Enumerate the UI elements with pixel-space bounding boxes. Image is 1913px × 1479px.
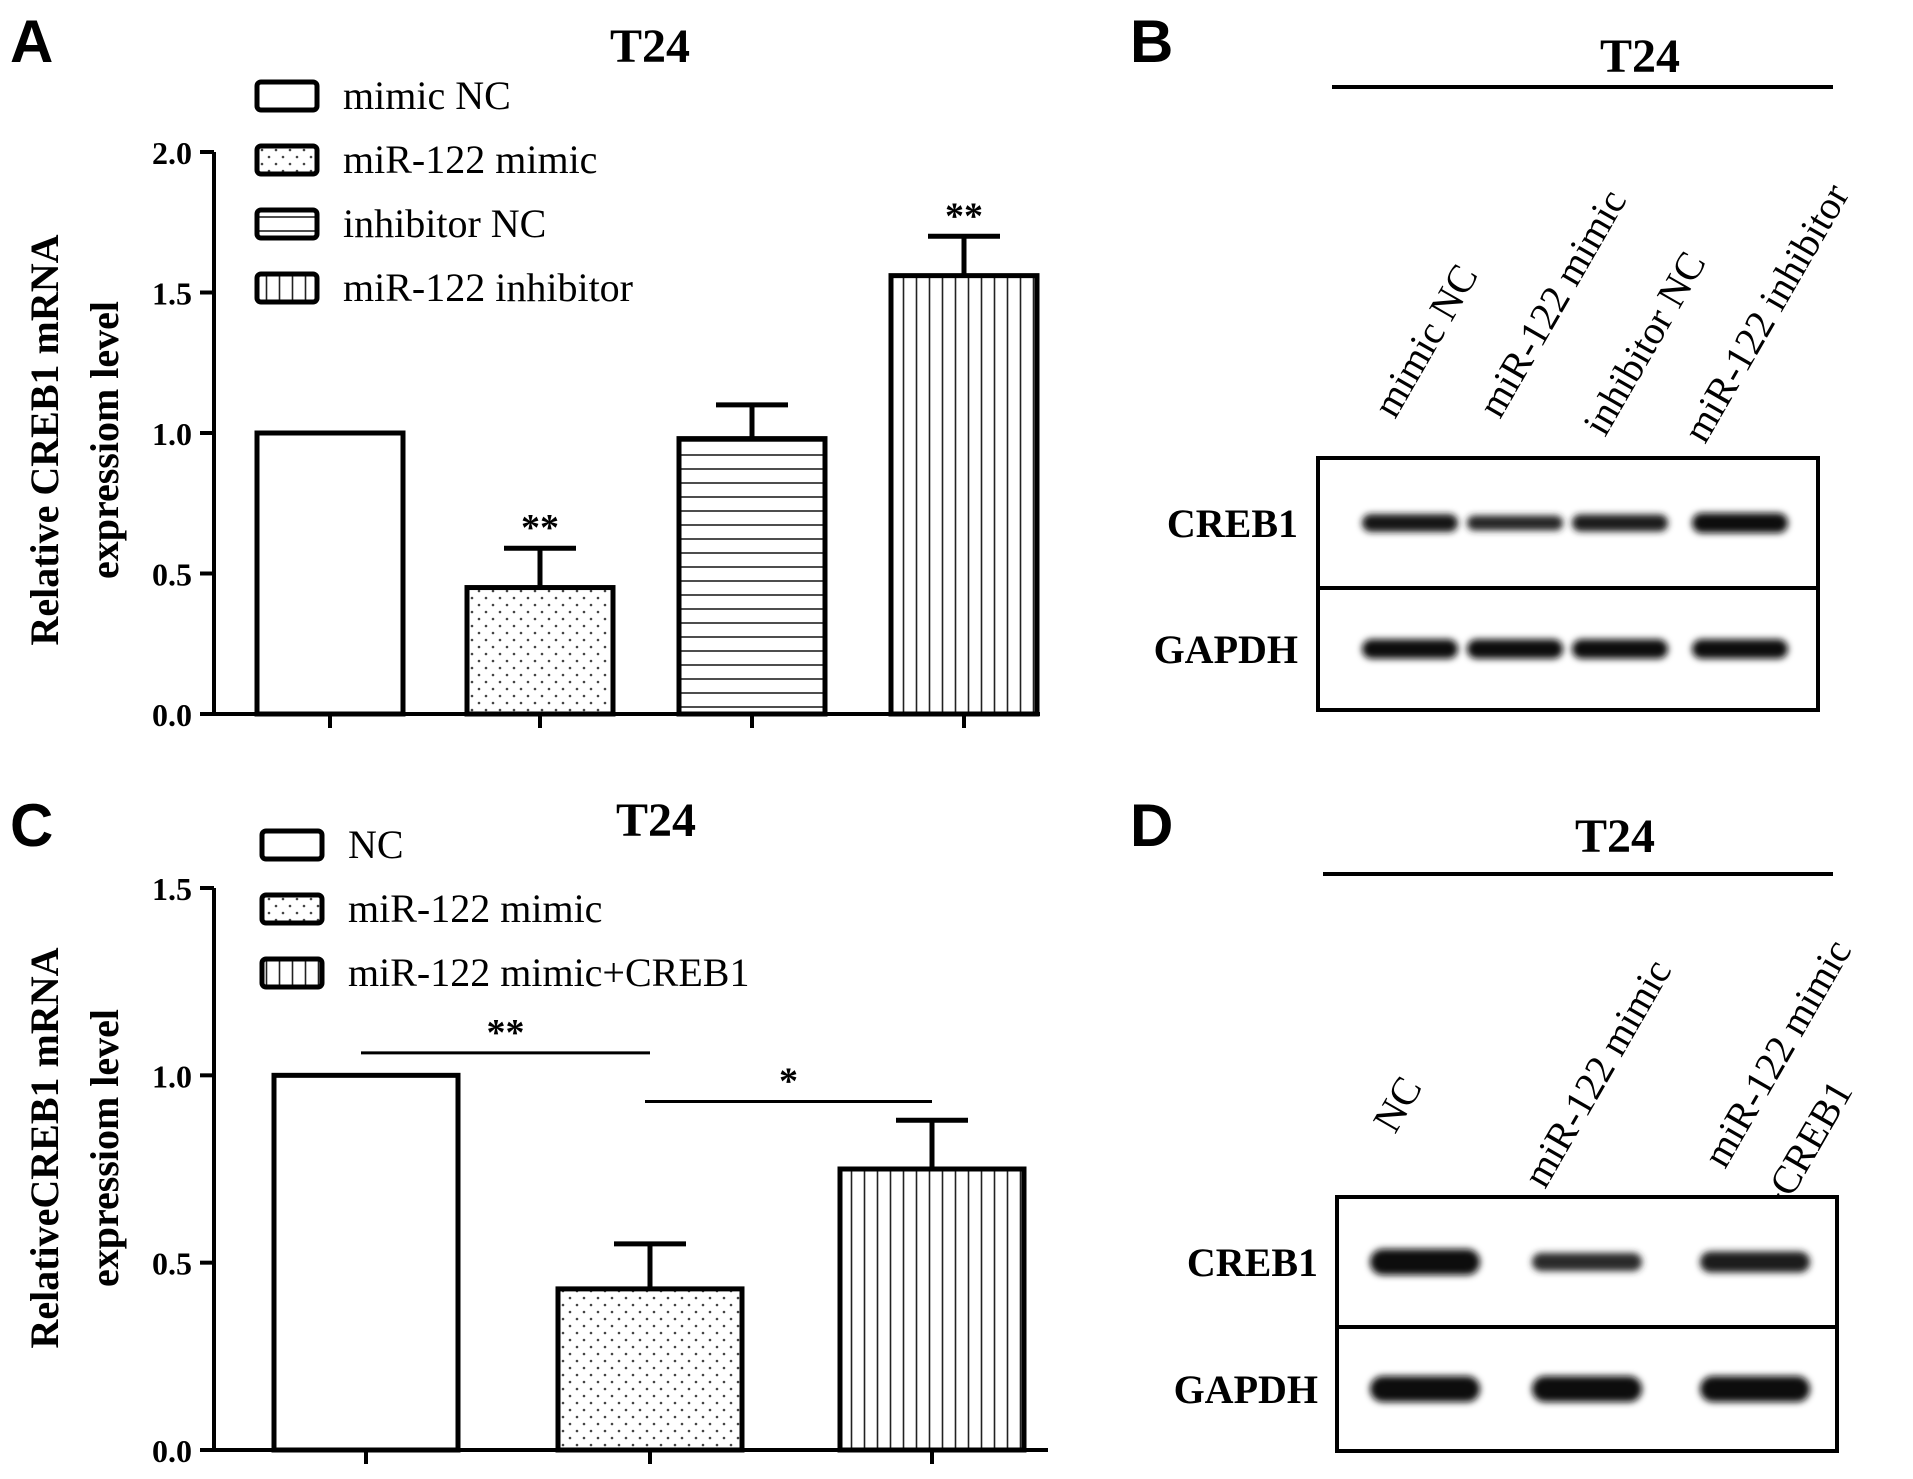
blot-d: NC miR-122 mimic miR-122 mimic+CREB1CREB1G… — [1174, 932, 1861, 1453]
lane-label: miR-122 inhibitor — [1674, 176, 1858, 450]
legend-label: miR-122 mimic — [348, 886, 602, 931]
legend-swatch — [259, 892, 325, 926]
y-tick-label: 1.0 — [152, 1058, 192, 1094]
bar — [555, 1286, 745, 1453]
row-label: CREB1 — [1187, 1240, 1318, 1285]
bar — [888, 273, 1040, 717]
significance-label: ** — [945, 195, 983, 237]
legend-swatch — [259, 828, 325, 862]
panel-a-ylabel-line1: Relative CREB1 mRNA — [22, 234, 67, 645]
legend-label: miR-122 inhibitor — [343, 265, 633, 310]
legend-swatch — [254, 79, 320, 113]
bar — [464, 585, 616, 717]
panel-a-title: T24 — [610, 20, 690, 73]
legend-label: NC — [348, 822, 404, 867]
legend-swatch — [254, 271, 320, 305]
row-label: GAPDH — [1154, 627, 1298, 672]
row-label: CREB1 — [1167, 501, 1298, 546]
bar — [271, 1072, 461, 1453]
panel-letter-a: A — [10, 8, 53, 75]
band — [1362, 639, 1458, 659]
band — [1362, 514, 1458, 532]
y-tick-label: 1.0 — [152, 416, 192, 452]
panel-letter-d: D — [1130, 792, 1173, 859]
lane-label: mimic NC — [1364, 257, 1487, 425]
y-tick-label: 1.5 — [152, 276, 192, 312]
panel-c-ylabel-line2: expressiom level — [82, 1009, 127, 1287]
legend-swatch — [254, 143, 320, 177]
band — [1572, 514, 1668, 532]
bar — [254, 430, 406, 717]
panel-a-ylabel-line2: expressiom level — [82, 301, 127, 579]
y-tick-label: 0.5 — [152, 1246, 192, 1282]
lane-label: NC — [1364, 1069, 1431, 1140]
band — [1700, 1251, 1810, 1273]
row-label: GAPDH — [1174, 1367, 1318, 1412]
legend-label: mimic NC — [343, 73, 511, 118]
band — [1467, 515, 1563, 531]
legend-swatch — [254, 207, 320, 241]
panel-d-title: T24 — [1575, 810, 1655, 863]
y-tick-label: 0.0 — [152, 1433, 192, 1469]
panel-c-ylabel-line1: RelativeCREB1 mRNA — [22, 947, 67, 1348]
band — [1532, 1376, 1642, 1402]
panel-letter-c: C — [10, 792, 53, 859]
y-tick-label: 0.0 — [152, 697, 192, 733]
legend-swatch — [259, 956, 325, 990]
band — [1572, 639, 1668, 659]
y-tick-label: 0.5 — [152, 557, 192, 593]
band — [1700, 1376, 1810, 1402]
band — [1532, 1252, 1642, 1272]
bar — [676, 436, 828, 717]
band — [1692, 639, 1788, 659]
panel-c-title: T24 — [616, 794, 696, 847]
band — [1467, 639, 1563, 659]
panel-letter-b: B — [1130, 8, 1173, 75]
y-tick-label: 2.0 — [152, 135, 192, 171]
chart-a: 0.0 0.5 1.0 1.5 2.0 ** ** mimic NC miR-122 mimic… — [152, 73, 1040, 733]
legend-label: inhibitor NC — [343, 201, 546, 246]
comparison-label: ** — [487, 1012, 525, 1054]
band — [1370, 1249, 1480, 1275]
y-tick-label: 1.5 — [152, 871, 192, 907]
lane-label: miR-122 mimic — [1514, 952, 1680, 1195]
significance-label: ** — [521, 507, 559, 549]
panel-b-title: T24 — [1600, 30, 1680, 83]
legend-label: miR-122 mimic+CREB1 — [348, 950, 749, 995]
bar — [837, 1166, 1027, 1453]
legend-label: miR-122 mimic — [343, 137, 597, 182]
comparison-label: * — [779, 1061, 798, 1103]
band — [1692, 513, 1788, 533]
band — [1370, 1376, 1480, 1402]
